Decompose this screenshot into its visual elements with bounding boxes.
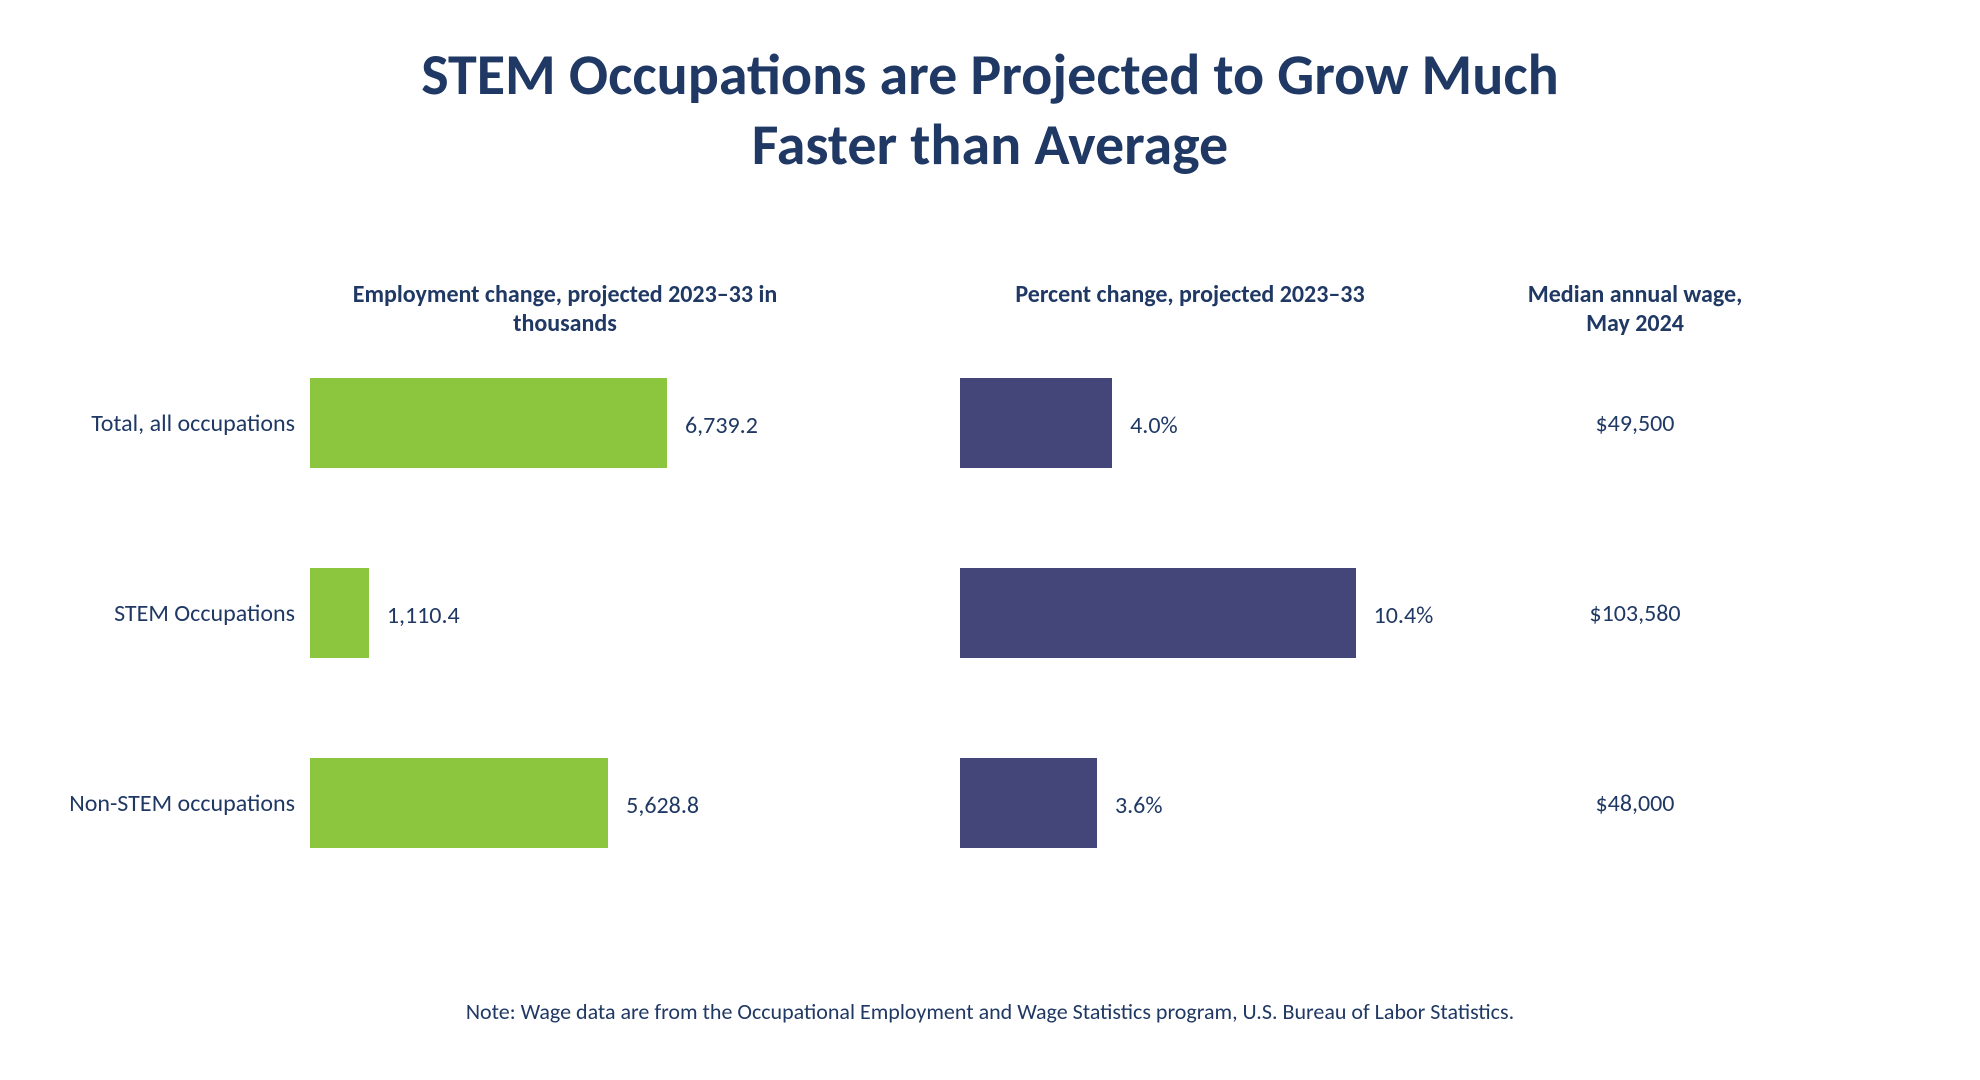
percent-bar xyxy=(960,378,1112,468)
wage-value: $48,000 xyxy=(1470,789,1800,818)
title-line: STEM Occupations are Projected to Grow M… xyxy=(421,39,1559,110)
percent-value: 10.4% xyxy=(1374,601,1434,630)
employment-bar xyxy=(310,568,369,658)
header-employment: Employment change, projected 2023–33 in … xyxy=(310,280,820,338)
percent-bar xyxy=(960,568,1356,658)
percent-value: 3.6% xyxy=(1115,791,1163,820)
employment-value: 5,628.8 xyxy=(626,791,699,820)
header-wage: Median annual wage,May 2024 xyxy=(1470,280,1800,338)
employment-value: 6,739.2 xyxy=(685,411,758,440)
employment-bar xyxy=(310,758,608,848)
title-line: Faster than Average xyxy=(752,109,1228,180)
chart-title: STEM Occupations are Projected to Grow M… xyxy=(0,40,1980,179)
chart-page: STEM Occupations are Projected to Grow M… xyxy=(0,0,1980,1080)
row-label: Total, all occupations xyxy=(0,409,310,438)
header-percent: Percent change, projected 2023–33 xyxy=(960,280,1420,309)
footnote: Note: Wage data are from the Occupationa… xyxy=(0,998,1980,1025)
employment-bar xyxy=(310,378,667,468)
percent-bar xyxy=(960,758,1097,848)
wage-value: $103,580 xyxy=(1470,599,1800,628)
row-label: Non-STEM occupations xyxy=(0,789,310,818)
percent-value: 4.0% xyxy=(1130,411,1178,440)
row-label: STEM Occupations xyxy=(0,599,310,628)
employment-value: 1,110.4 xyxy=(387,601,460,630)
wage-value: $49,500 xyxy=(1470,409,1800,438)
